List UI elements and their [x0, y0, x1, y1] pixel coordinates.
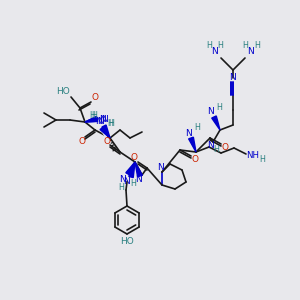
Polygon shape: [129, 162, 135, 178]
Text: H: H: [216, 103, 222, 112]
Text: N: N: [124, 178, 130, 187]
Text: H: H: [118, 182, 124, 191]
Polygon shape: [125, 165, 132, 180]
Text: H: H: [107, 118, 113, 127]
Text: H: H: [89, 112, 95, 121]
Text: H: H: [108, 118, 114, 127]
Text: N: N: [186, 128, 192, 137]
Text: O: O: [221, 143, 229, 152]
Text: N: N: [208, 107, 214, 116]
Text: N: N: [212, 47, 218, 56]
Text: N: N: [118, 176, 125, 184]
Text: H: H: [130, 179, 136, 188]
Text: H: H: [217, 40, 223, 50]
Text: O: O: [130, 154, 137, 163]
Text: H: H: [242, 40, 248, 50]
Text: N: N: [157, 164, 164, 172]
Text: O: O: [103, 136, 110, 146]
Polygon shape: [135, 162, 142, 177]
Text: NH: NH: [247, 152, 260, 160]
Text: HO: HO: [56, 88, 70, 97]
Text: N: N: [97, 116, 104, 125]
Text: N: N: [94, 118, 101, 127]
Text: N: N: [248, 47, 254, 56]
Text: N: N: [100, 115, 106, 124]
Text: H: H: [194, 124, 200, 133]
Polygon shape: [189, 137, 196, 152]
Polygon shape: [102, 125, 110, 138]
Text: O: O: [79, 137, 86, 146]
Text: N: N: [100, 115, 107, 124]
Text: O: O: [92, 94, 98, 103]
Text: N: N: [230, 74, 236, 82]
Text: N: N: [136, 175, 142, 184]
Text: O: O: [191, 155, 199, 164]
Text: H: H: [91, 110, 97, 119]
Polygon shape: [100, 126, 110, 138]
Text: H: H: [259, 155, 265, 164]
Polygon shape: [212, 116, 220, 130]
Text: HO: HO: [120, 236, 134, 245]
Text: N: N: [207, 140, 213, 149]
Polygon shape: [85, 117, 98, 122]
Text: H: H: [254, 40, 260, 50]
Polygon shape: [126, 162, 135, 175]
Text: H: H: [206, 40, 212, 50]
Text: H: H: [213, 146, 219, 154]
Polygon shape: [98, 125, 108, 141]
Polygon shape: [85, 117, 98, 122]
